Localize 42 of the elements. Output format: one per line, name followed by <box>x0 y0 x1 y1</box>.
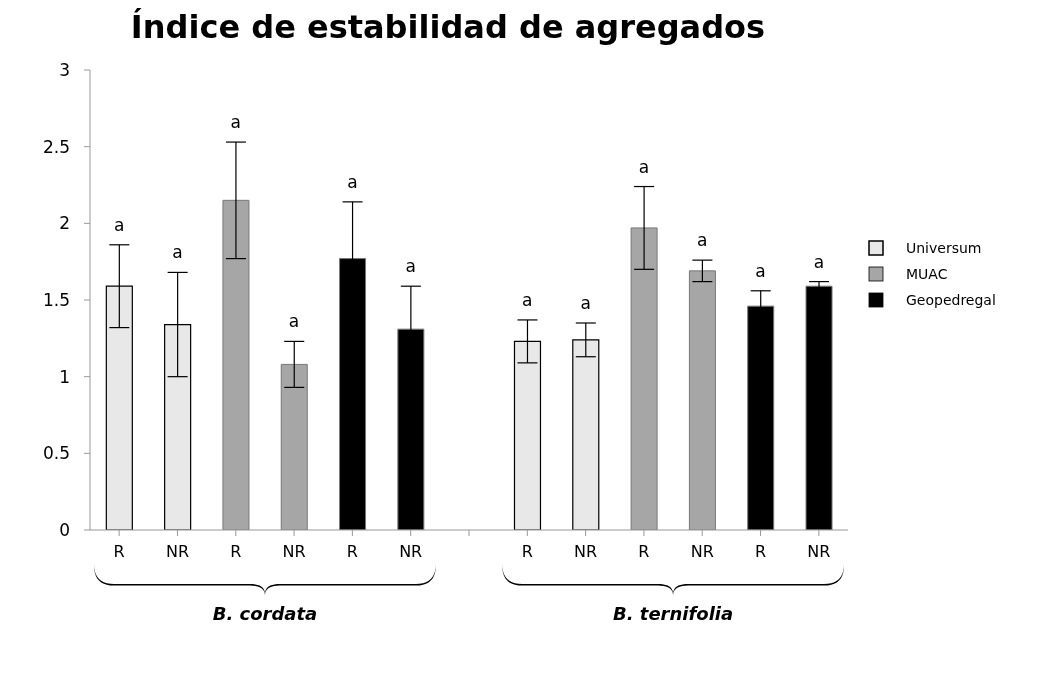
bar <box>222 199 250 530</box>
legend-label: MUAC <box>906 266 948 282</box>
annotation: a <box>580 293 591 313</box>
x-tick-label: NR <box>574 542 598 562</box>
x-tick-label: R <box>230 542 242 562</box>
x-tick-label: R <box>754 542 767 562</box>
y-tick-label: 3 <box>59 60 70 81</box>
annotation: a <box>405 256 416 277</box>
legend-label: Geopedregal <box>906 292 996 308</box>
annotation: a <box>288 311 300 332</box>
annotation: a <box>697 230 708 251</box>
bar <box>280 363 308 530</box>
annotation: a <box>638 156 650 177</box>
x-tick-label: NR <box>690 542 714 562</box>
y-tick-label: 1 <box>59 366 70 387</box>
y-tick-label: 1.5 <box>42 290 70 311</box>
x-tick-label: NR <box>282 542 306 562</box>
x-tick-label: NR <box>399 542 423 562</box>
y-tick-label: 2.5 <box>42 136 70 157</box>
annotation: a <box>522 289 533 310</box>
text: B. cordata <box>212 603 318 624</box>
bar <box>805 285 833 530</box>
annotation: a <box>347 171 358 192</box>
annotation: a <box>113 214 125 235</box>
x-tick-label: R <box>346 542 358 562</box>
text: B. ternifolia <box>612 603 734 624</box>
x-tick-label: R <box>638 542 650 562</box>
legend-label: Universum <box>906 240 982 256</box>
annotation: a <box>813 251 825 272</box>
y-tick-label: 0 <box>59 520 70 541</box>
y-tick-label: 2 <box>59 213 70 234</box>
annotation: a <box>230 112 241 133</box>
bar <box>688 270 716 530</box>
annotation: a <box>755 260 766 281</box>
y-tick-label: 0.5 <box>42 443 70 464</box>
annotation: a <box>172 242 183 263</box>
x-tick-label: R <box>521 542 533 562</box>
bar <box>630 227 658 530</box>
x-tick-label: R <box>113 542 125 562</box>
chart-title: Índice de estabilidad de agregados <box>129 8 767 46</box>
x-tick-label: NR <box>165 542 190 562</box>
x-tick-label: NR <box>807 542 831 562</box>
